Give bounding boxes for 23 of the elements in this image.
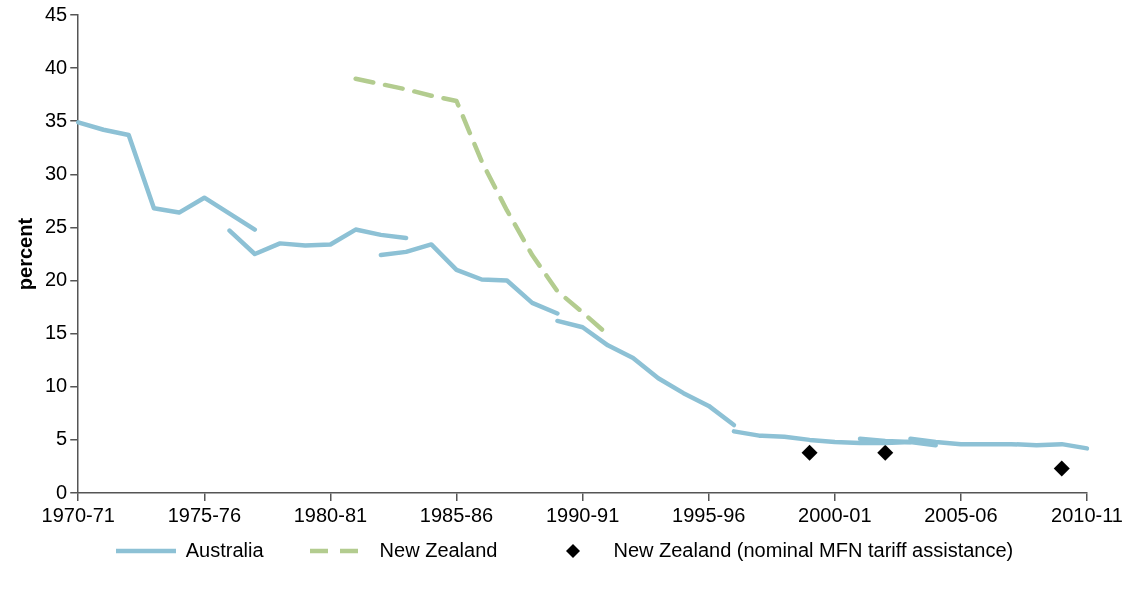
y-tick-label: 40 <box>45 55 68 78</box>
x-tick-label: 1990-91 <box>545 503 620 526</box>
y-tick-label: 0 <box>56 480 68 503</box>
x-tick-label: 2010-11 <box>1051 503 1123 526</box>
y-tick-label: 35 <box>45 108 68 131</box>
y-tick-label: 20 <box>45 268 68 291</box>
x-tick-label: 1995-96 <box>672 503 746 526</box>
legend-label: Australia <box>185 539 264 562</box>
x-tick-label: 1980-81 <box>293 503 368 526</box>
y-tick-label: 45 <box>45 2 68 25</box>
x-tick-label: 1970-71 <box>41 503 115 526</box>
y-tick-label: 15 <box>45 321 68 344</box>
y-tick-label: 30 <box>45 161 68 184</box>
x-tick-label: 1975-76 <box>167 503 242 526</box>
y-tick-label: 10 <box>45 374 68 397</box>
y-tick-label: 5 <box>56 427 68 450</box>
legend-label: New Zealand (nominal MFN tariff assistance) <box>613 539 1014 562</box>
x-tick-label: 1985-86 <box>419 503 494 526</box>
x-tick-label: 2000-01 <box>798 503 872 526</box>
y-axis-title: percent <box>13 217 36 291</box>
y-tick-label: 25 <box>45 214 68 237</box>
legend-label: New Zealand <box>379 539 498 562</box>
x-tick-label: 2005-06 <box>924 503 998 526</box>
